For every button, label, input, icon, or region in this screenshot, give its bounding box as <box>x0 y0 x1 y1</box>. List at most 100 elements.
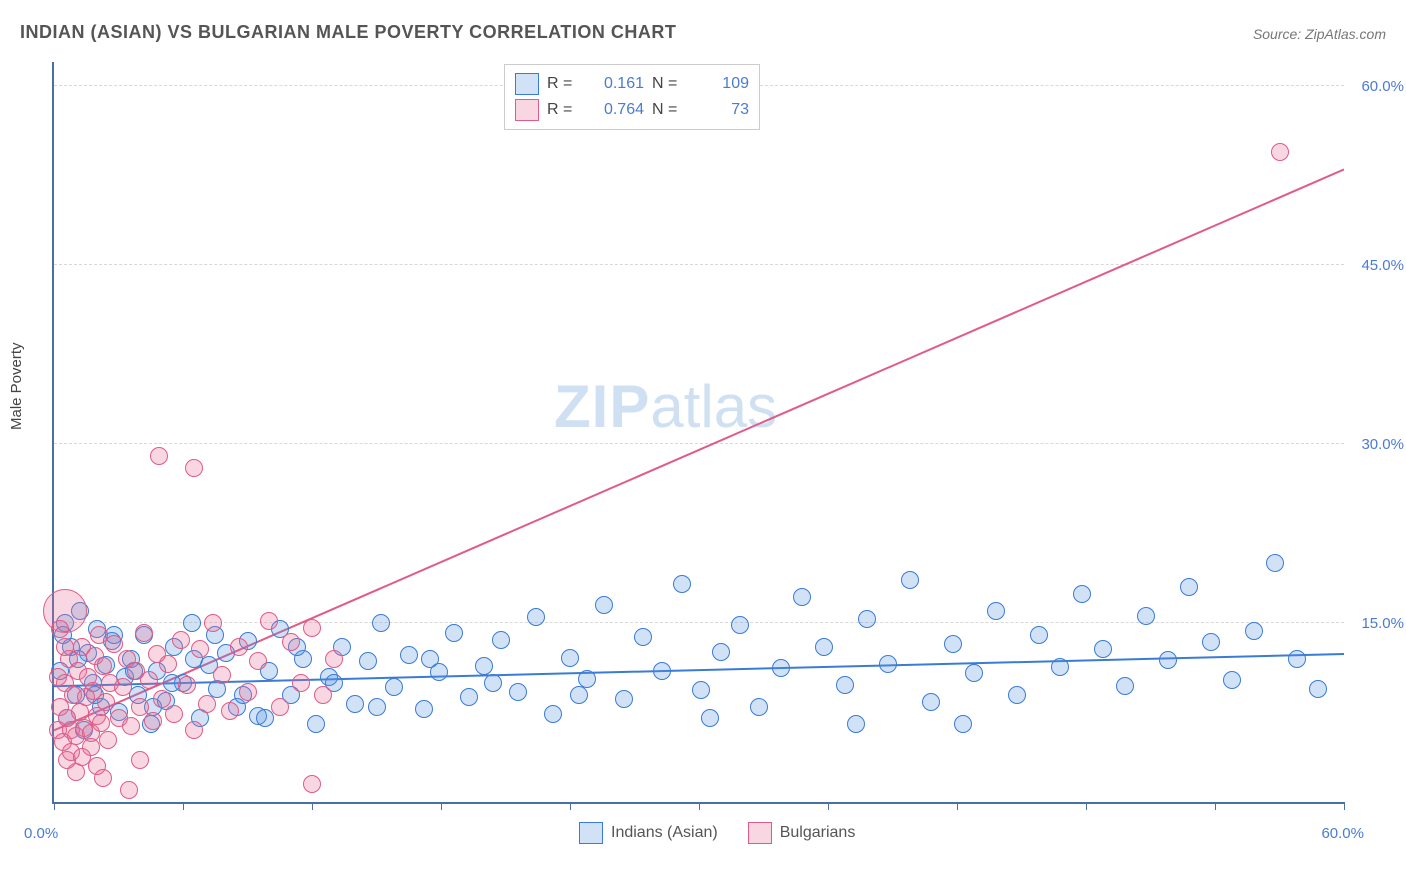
scatter-point <box>56 638 74 656</box>
scatter-point <box>1271 143 1289 161</box>
scatter-point <box>1030 626 1048 644</box>
y-axis-label: Male Poverty <box>8 342 25 430</box>
chart-container: INDIAN (ASIAN) VS BULGARIAN MALE POVERTY… <box>0 0 1406 892</box>
scatter-point <box>150 447 168 465</box>
scatter-point <box>49 668 67 686</box>
scatter-point <box>460 688 478 706</box>
x-tick <box>699 802 700 810</box>
scatter-point <box>325 650 343 668</box>
scatter-point <box>372 614 390 632</box>
scatter-point <box>165 705 183 723</box>
legend-item: Indians (Asian) <box>579 822 718 844</box>
scatter-point <box>92 714 110 732</box>
scatter-point <box>178 676 196 694</box>
scatter-point <box>368 698 386 716</box>
scatter-point <box>922 693 940 711</box>
scatter-point <box>965 664 983 682</box>
scatter-point <box>400 646 418 664</box>
x-axis-min-label: 0.0% <box>24 825 58 842</box>
x-axis-max-label: 60.0% <box>1321 825 1364 842</box>
scatter-point <box>847 715 865 733</box>
scatter-point <box>475 657 493 675</box>
y-tick-label: 45.0% <box>1361 257 1404 274</box>
scatter-point <box>172 631 190 649</box>
correlation-legend: R =0.161N =109R =0.764N =73 <box>504 64 760 130</box>
scatter-point <box>185 721 203 739</box>
x-tick <box>828 802 829 810</box>
scatter-point <box>731 616 749 634</box>
scatter-point <box>954 715 972 733</box>
scatter-point <box>114 678 132 696</box>
scatter-point <box>750 698 768 716</box>
scatter-point <box>99 731 117 749</box>
x-tick <box>957 802 958 810</box>
scatter-point <box>901 571 919 589</box>
scatter-point <box>303 619 321 637</box>
scatter-point <box>230 638 248 656</box>
scatter-point <box>140 671 158 689</box>
scatter-point <box>256 709 274 727</box>
scatter-point <box>879 655 897 673</box>
scatter-point <box>1116 677 1134 695</box>
legend-r-value: 0.764 <box>589 101 644 119</box>
legend-item: Bulgarians <box>748 822 856 844</box>
x-tick <box>54 802 55 810</box>
x-tick <box>183 802 184 810</box>
series-legend: Indians (Asian) Bulgarians <box>579 822 855 844</box>
legend-swatch <box>515 73 539 95</box>
scatter-point <box>544 705 562 723</box>
scatter-point <box>385 678 403 696</box>
legend-series-name: Bulgarians <box>780 824 856 842</box>
scatter-point <box>1288 650 1306 668</box>
scatter-point <box>793 588 811 606</box>
x-tick <box>1215 802 1216 810</box>
scatter-point <box>1051 658 1069 676</box>
scatter-point <box>94 657 112 675</box>
scatter-point <box>1223 671 1241 689</box>
scatter-point <box>307 715 325 733</box>
scatter-point <box>1266 554 1284 572</box>
scatter-point <box>1202 633 1220 651</box>
scatter-point <box>97 693 115 711</box>
scatter-point <box>82 738 100 756</box>
scatter-point <box>51 620 69 638</box>
scatter-point <box>359 652 377 670</box>
scatter-point <box>144 712 162 730</box>
scatter-point <box>509 683 527 701</box>
legend-n-value: 109 <box>694 75 749 93</box>
scatter-point <box>492 631 510 649</box>
legend-swatch <box>579 822 603 844</box>
scatter-point <box>213 666 231 684</box>
scatter-point <box>239 683 257 701</box>
scatter-point <box>131 751 149 769</box>
scatter-point <box>1309 680 1327 698</box>
scatter-point <box>701 709 719 727</box>
legend-swatch <box>515 99 539 121</box>
scatter-point <box>183 614 201 632</box>
scatter-point <box>260 612 278 630</box>
scatter-point <box>191 640 209 658</box>
scatter-point <box>221 702 239 720</box>
scatter-point <box>712 643 730 661</box>
scatter-point <box>135 624 153 642</box>
scatter-point <box>120 781 138 799</box>
y-tick-label: 15.0% <box>1361 615 1404 632</box>
scatter-point <box>346 695 364 713</box>
scatter-point <box>271 698 289 716</box>
x-tick <box>312 802 313 810</box>
scatter-point <box>421 650 439 668</box>
scatter-point <box>772 659 790 677</box>
chart-title: INDIAN (ASIAN) VS BULGARIAN MALE POVERTY… <box>20 22 676 43</box>
scatter-point <box>484 674 502 692</box>
x-tick <box>570 802 571 810</box>
scatter-point <box>1137 607 1155 625</box>
scatter-point <box>944 635 962 653</box>
scatter-point <box>615 690 633 708</box>
scatter-point <box>314 686 332 704</box>
scatter-point <box>653 662 671 680</box>
legend-r-value: 0.161 <box>589 75 644 93</box>
x-tick <box>1344 802 1345 810</box>
scatter-point <box>1008 686 1026 704</box>
scatter-point <box>1159 651 1177 669</box>
scatter-point <box>673 575 691 593</box>
